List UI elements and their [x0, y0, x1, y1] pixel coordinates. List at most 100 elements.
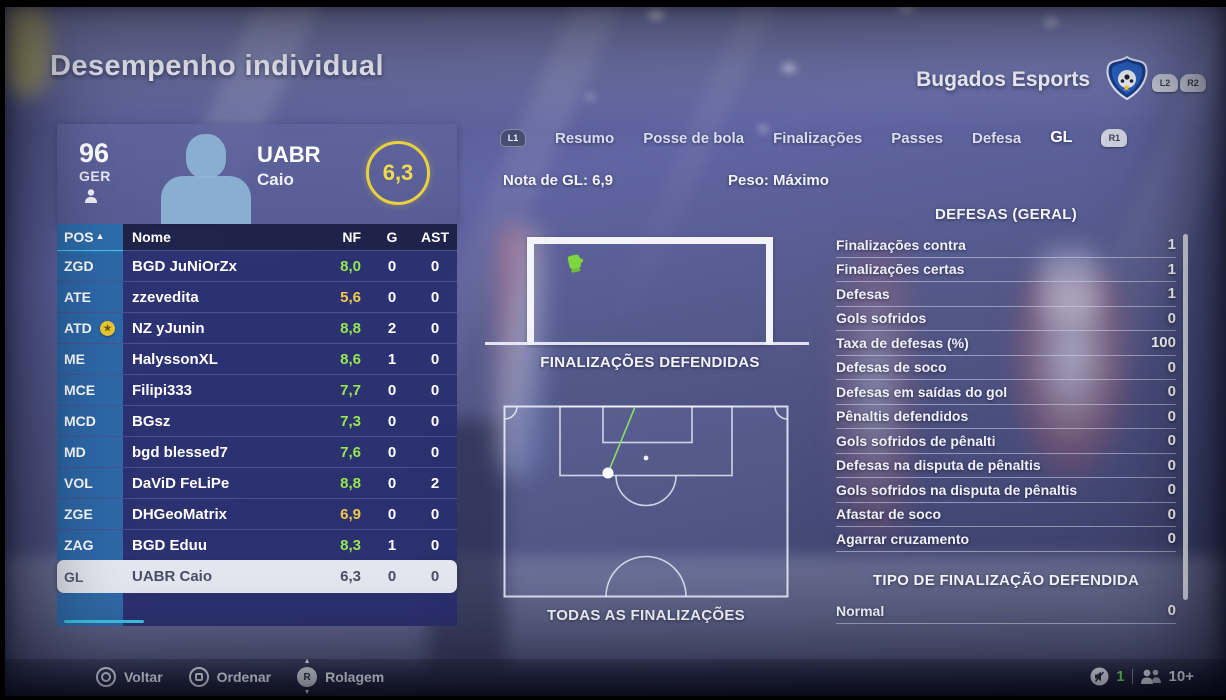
stat-label: Defesas em saídas do gol	[836, 383, 1008, 400]
tabs: Resumo Posse de bola Finalizações Passes Def…	[555, 129, 1072, 147]
table-row[interactable]: MCD BGsz 7,3 0 0	[57, 405, 457, 436]
cell-position: GL	[64, 568, 84, 585]
stat-label: Normal	[836, 602, 885, 619]
table-row[interactable]: MCE Filipi333 7,7 0 0	[57, 374, 457, 405]
tab-defesa[interactable]: Defesa	[971, 129, 1022, 147]
table-row[interactable]: ZAG BGD Eduu 8,3 1 0	[57, 529, 457, 560]
hint-sort[interactable]: Ordenar	[188, 667, 271, 687]
person-icon	[85, 189, 97, 203]
stat-value: 0	[1167, 481, 1176, 499]
footer-bar: Voltar Ordenar R Rolagem 1 10+	[0, 659, 1226, 696]
cell-match-rating: 8,6	[340, 350, 361, 368]
stat-value: 0	[1167, 432, 1176, 450]
sort-ascending-icon: ▲	[95, 231, 105, 241]
voice-chat-muted-icon	[1090, 667, 1109, 686]
stat-label: Agarrar cruzamento	[836, 530, 970, 547]
stat-row: Gols sofridos na disputa de pênaltis 0	[836, 478, 1176, 503]
stat-label: Finalizações certas	[836, 261, 965, 278]
stat-row: Defesas 1	[836, 282, 1176, 307]
player-name: Caio	[257, 170, 294, 189]
cell-match-rating: 7,6	[340, 443, 361, 461]
tab-finalizações[interactable]: Finalizações	[773, 129, 863, 147]
cell-goals: 1	[387, 536, 397, 554]
table-row[interactable]: ATE zzevedita 5,6 0 0	[57, 281, 457, 312]
players-online-icon	[1140, 669, 1161, 684]
pitch-section-label: TODAS AS FINALIZAÇÕES	[547, 607, 745, 624]
tab-passes[interactable]: Passes	[891, 129, 943, 147]
status-divider	[1131, 669, 1133, 684]
circle-button-icon	[96, 667, 116, 687]
stat-row: Finalizações certas 1	[836, 258, 1176, 282]
cell-assists: 0	[430, 319, 440, 337]
online-status: 1 10+	[1090, 667, 1194, 686]
table-row[interactable]: VOL DaViD FeLiPe 8,8 0 2	[57, 467, 457, 498]
saved-shots-goal-diagram: FINALIZAÇÕES DEFENDIDAS	[485, 230, 915, 380]
stat-label: Pênaltis defendidos	[836, 408, 969, 425]
player-club-abbr: UABR	[257, 142, 321, 167]
cell-assists: 0	[430, 568, 440, 585]
table-row[interactable]: MD bgd blessed7 7,6 0 0	[57, 436, 457, 467]
cell-position: ME	[57, 344, 123, 374]
tab-posse-de-bola[interactable]: Posse de bola	[643, 129, 745, 147]
tab-gl[interactable]: GL	[1050, 129, 1073, 146]
hint-scroll[interactable]: R Rolagem	[297, 667, 384, 687]
cell-goals: 0	[387, 474, 397, 492]
table-row[interactable]: ZGE DHGeoMatrix 6,9 0 0	[57, 498, 457, 529]
stat-value: 0	[1167, 407, 1176, 425]
hint-back[interactable]: Voltar	[96, 667, 163, 687]
goal-line	[485, 342, 809, 345]
saves-panel-title: DEFESAS (GERAL)	[934, 206, 1077, 223]
stat-category-tabs-bar: L1 Resumo Posse de bola Finalizações Passes…	[500, 129, 1128, 147]
cell-assists: 0	[430, 505, 440, 523]
r1-button-hint: R1	[1101, 129, 1128, 147]
hint-back-label: Voltar	[124, 669, 163, 685]
stat-value: 1	[1167, 285, 1176, 303]
stat-value: 1	[1167, 260, 1176, 278]
save-type-title: TIPO DE FINALIZAÇÃO DEFENDIDA	[872, 572, 1140, 589]
cell-player-name: DHGeoMatrix	[132, 505, 228, 523]
match-rating-ring: 6,3	[366, 141, 430, 205]
stat-row: Taxa de defesas (%) 100	[836, 331, 1176, 356]
cell-goals: 1	[387, 350, 397, 368]
player-table: POS ▲ Nome NF G AST ZGD BGD JuNiOrZx 8,0 0 0 A…	[57, 224, 457, 626]
stat-value: 1	[1167, 236, 1176, 254]
cell-player-name: BGD JuNiOrZx	[132, 257, 238, 275]
controller-hints: Voltar Ordenar R Rolagem	[96, 667, 384, 687]
club-crest-logo	[1106, 55, 1148, 101]
stat-row: Normal 0	[836, 599, 1176, 624]
stat-value: 0	[1167, 530, 1176, 548]
table-scroll-indicator[interactable]	[64, 620, 144, 623]
stat-value: 0	[1167, 309, 1176, 327]
cell-player-name: bgd blessed7	[132, 443, 228, 461]
r2-button-hint: R2	[1180, 74, 1206, 92]
column-header-goals[interactable]: G	[386, 229, 398, 245]
match-rating-value: 6,3	[382, 160, 414, 185]
l1-button-hint: L1	[500, 129, 526, 147]
table-row[interactable]: ME HalyssonXL 8,6 1 0	[57, 343, 457, 374]
table-row[interactable]: ATD ★ NZ yJunin 8,8 2 0	[57, 312, 457, 343]
cell-goals: 0	[387, 257, 397, 275]
screen-edge	[0, 0, 1226, 7]
column-header-assists[interactable]: AST	[421, 229, 449, 245]
stat-row: Finalizações contra 1	[836, 233, 1176, 258]
cell-match-rating: 8,0	[340, 257, 361, 275]
stat-row: Defesas de soco 0	[836, 356, 1176, 380]
stats-scrollbar[interactable]	[1183, 234, 1188, 600]
cell-position: MD	[57, 437, 123, 467]
goal-section-label: FINALIZAÇÕES DEFENDIDAS	[540, 354, 760, 371]
column-header-nf[interactable]: NF	[342, 229, 361, 245]
table-row[interactable]: ZGD BGD JuNiOrZx 8,0 0 0	[57, 250, 457, 281]
cell-goals: 0	[387, 412, 397, 430]
table-row-selected[interactable]: GL UABR Caio 6,3 0 0	[57, 560, 457, 593]
stat-label: Taxa de defesas (%)	[836, 334, 969, 351]
cell-player-name: DaViD FeLiPe	[132, 474, 230, 492]
stat-label: Defesas de soco	[836, 359, 947, 376]
cell-assists: 2	[430, 474, 440, 492]
tab-resumo[interactable]: Resumo	[555, 129, 615, 147]
cell-player-name: NZ yJunin	[132, 319, 205, 337]
column-header-name[interactable]: Nome	[132, 229, 171, 245]
screen-edge	[0, 696, 1226, 700]
page-title: Desempenho individual	[50, 50, 384, 82]
cell-match-rating: 6,9	[340, 505, 361, 523]
stat-row: Gols sofridos 0	[836, 307, 1176, 331]
